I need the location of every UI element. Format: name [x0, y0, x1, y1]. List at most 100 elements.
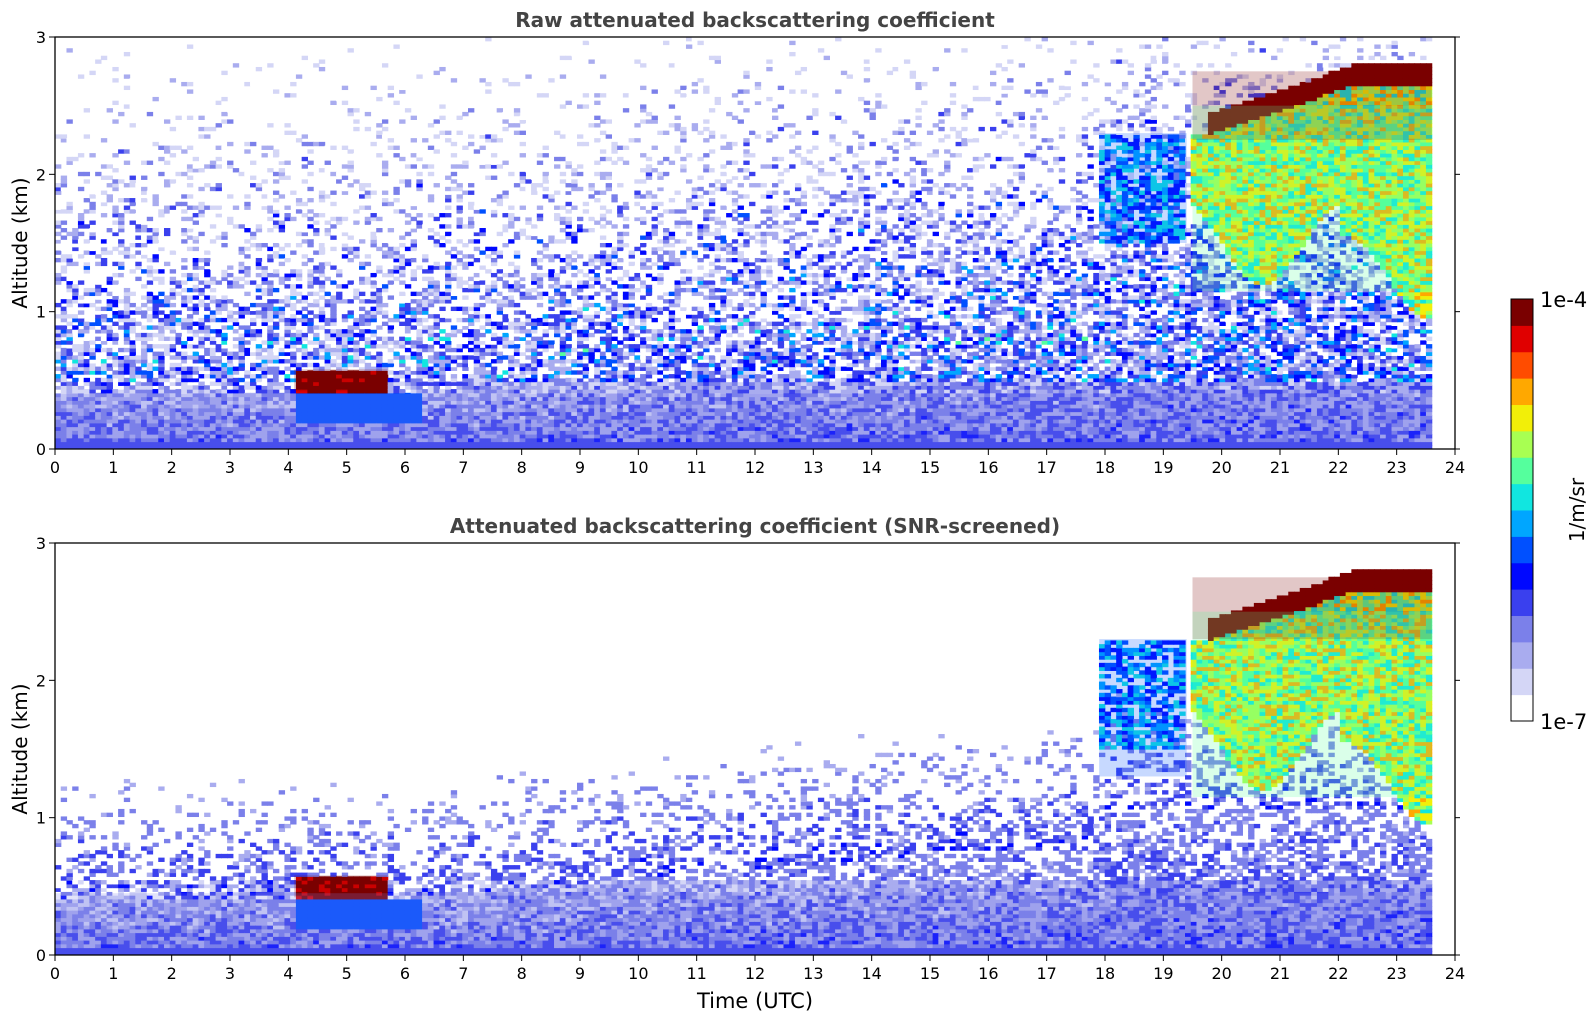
heatmap-cell: [95, 426, 102, 431]
heatmap-cell: [473, 332, 481, 338]
heatmap-cell: [576, 257, 584, 263]
heatmap-cell: [129, 396, 136, 401]
heatmap-cell: [158, 404, 165, 409]
heatmap-cell: [118, 265, 125, 270]
heatmap-cell: [221, 100, 228, 106]
heatmap-cell: [209, 340, 217, 345]
heatmap-cell: [238, 276, 245, 282]
heatmap-cell: [175, 325, 182, 330]
heatmap-cell: [594, 115, 601, 120]
heatmap-cell: [531, 287, 538, 293]
heatmap-cell: [588, 295, 595, 300]
heatmap-cell: [576, 362, 584, 368]
heatmap-cell: [141, 396, 148, 401]
heatmap-cell: [313, 355, 320, 360]
heatmap-cell: [393, 426, 400, 431]
heatmap-cell: [450, 445, 458, 449]
heatmap-cell: [416, 366, 423, 371]
heatmap-cell: [83, 291, 91, 297]
heatmap-cell: [112, 396, 119, 401]
heatmap-cell: [272, 389, 280, 394]
heatmap-cell: [565, 261, 572, 267]
heatmap-cell: [272, 374, 280, 379]
heatmap-cell: [565, 332, 572, 338]
heatmap-cell: [146, 299, 154, 304]
heatmap-cell: [290, 295, 297, 300]
heatmap-cell: [427, 291, 435, 297]
heatmap-cell: [439, 299, 446, 304]
heatmap-cell: [175, 426, 182, 431]
heatmap-cell: [250, 426, 257, 431]
heatmap-cell: [278, 426, 286, 431]
heatmap-cell: [381, 198, 389, 203]
heatmap-cell: [163, 149, 171, 154]
heatmap-cell: [490, 374, 498, 379]
heatmap-cell: [163, 411, 171, 416]
heatmap-cell: [416, 250, 423, 255]
heatmap-cell: [238, 396, 245, 401]
heatmap-cell: [215, 344, 222, 349]
heatmap-cell: [100, 201, 108, 207]
heatmap-cell: [445, 205, 452, 210]
heatmap-cell: [341, 164, 349, 169]
heatmap-cell: [278, 377, 286, 383]
heatmap-cell: [204, 441, 211, 446]
heatmap-cell: [135, 336, 142, 341]
heatmap-cell: [502, 119, 509, 124]
heatmap-cell: [336, 299, 343, 304]
heatmap-cell: [588, 374, 595, 379]
heatmap-cell: [422, 407, 429, 413]
heatmap-cell: [318, 434, 326, 439]
heatmap-cell: [468, 441, 475, 446]
heatmap-cell: [313, 370, 320, 375]
heatmap-cell: [341, 85, 349, 91]
heatmap-cell: [307, 321, 314, 326]
heatmap-cell: [531, 362, 538, 368]
heatmap-cell: [295, 329, 303, 334]
heatmap-cell: [422, 426, 429, 431]
heatmap-cell: [439, 441, 446, 446]
heatmap-cell: [267, 329, 274, 334]
heatmap-cell: [146, 374, 154, 379]
heatmap-cell: [605, 359, 613, 364]
heatmap-cell: [330, 171, 337, 177]
heatmap-cell: [347, 48, 354, 53]
heatmap-cell: [381, 377, 389, 383]
heatmap-cell: [490, 392, 498, 398]
heatmap-cell: [462, 437, 469, 443]
heatmap-cell: [594, 93, 601, 98]
heatmap-cell: [198, 325, 205, 330]
heatmap-cell: [410, 276, 417, 282]
heatmap-cell: [106, 228, 113, 233]
heatmap-cell: [261, 355, 268, 360]
heatmap-cell: [129, 175, 136, 180]
heatmap-cell: [152, 389, 159, 394]
heatmap-cell: [594, 377, 601, 383]
heatmap-cell: [66, 126, 73, 132]
heatmap-cell: [485, 329, 492, 334]
heatmap-cell: [462, 287, 469, 293]
heatmap-cell: [588, 347, 595, 353]
heatmap-cell: [250, 175, 257, 180]
heatmap-cell: [204, 329, 211, 334]
heatmap-cell: [55, 186, 62, 192]
heatmap-cell: [410, 216, 417, 222]
heatmap-cell: [599, 325, 607, 330]
heatmap-cell: [468, 306, 475, 312]
heatmap-cell: [163, 321, 171, 326]
heatmap-cell: [565, 257, 572, 263]
heatmap-cell: [479, 130, 486, 135]
heatmap-cell: [490, 108, 498, 113]
heatmap-cell: [169, 145, 177, 150]
heatmap-cell: [502, 396, 509, 401]
heatmap-cell: [502, 426, 509, 431]
heatmap-cell: [531, 351, 538, 356]
heatmap-cell: [290, 430, 297, 435]
heatmap-cell: [175, 321, 182, 326]
heatmap-cell: [359, 411, 366, 416]
heatmap-cell: [450, 381, 458, 386]
heatmap-cell: [490, 216, 498, 222]
heatmap-cell: [611, 149, 618, 154]
heatmap-cell: [152, 317, 159, 323]
heatmap-cell: [364, 340, 372, 345]
